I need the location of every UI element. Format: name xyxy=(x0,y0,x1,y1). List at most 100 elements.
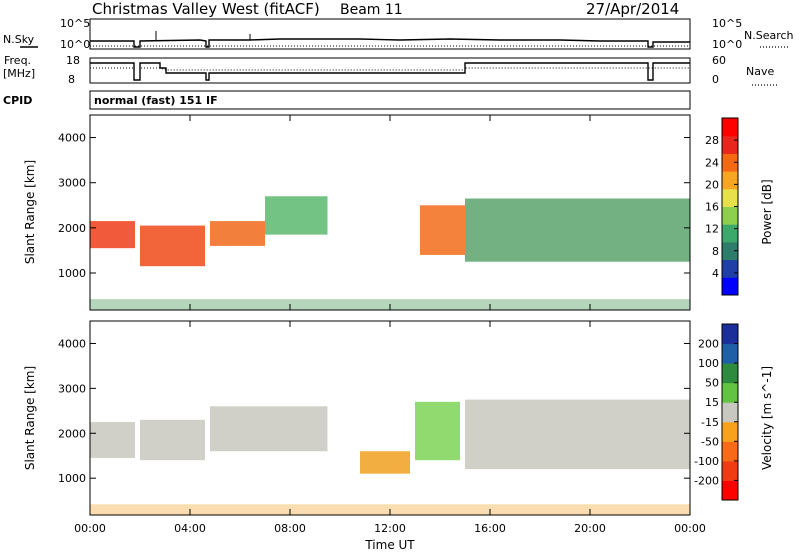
freq-unit-label: [MHz] xyxy=(3,67,35,80)
colorbar-segment xyxy=(722,480,738,501)
y-tick-label: 3000 xyxy=(58,382,86,395)
colorbar-tick-label: 4 xyxy=(712,267,719,280)
echo-band xyxy=(140,419,205,461)
colorbar-tick-label: -100 xyxy=(694,455,719,468)
nsky-tick-bottom: 10^0 xyxy=(60,38,90,51)
colorbar-segment xyxy=(722,188,738,207)
colorbar-segment xyxy=(722,460,738,481)
power-colorbar-label: Power [dB] xyxy=(760,179,774,244)
colorbar-segment xyxy=(722,241,738,261)
x-tick-label: 20:00 xyxy=(574,522,606,535)
colorbar-tick-label: 50 xyxy=(705,377,719,390)
colorbar-tick-label: 15 xyxy=(705,396,719,409)
echo-band xyxy=(140,225,205,267)
nsky-trace xyxy=(90,38,690,48)
nave-label: Nave xyxy=(746,65,774,78)
x-tick-label: 00:00 xyxy=(674,522,706,535)
velocity-y-axis: 1000 2000 3000 4000 xyxy=(58,337,690,485)
colorbar-segment xyxy=(722,277,738,296)
nave-tick-bottom: 0 xyxy=(712,73,719,86)
x-tick-label: 12:00 xyxy=(374,522,406,535)
velocity-colorbar-label: Velocity [m s^-1] xyxy=(760,366,774,470)
echo-band xyxy=(265,196,328,235)
y-tick-label: 4000 xyxy=(58,337,86,350)
echo-band xyxy=(210,406,328,452)
power-panel: 1000 2000 3000 4000 Slant Range [km] 28 24 20… xyxy=(23,114,774,311)
colorbar-tick-label: -200 xyxy=(694,474,719,487)
colorbar-segment xyxy=(722,206,738,225)
colorbar-segment xyxy=(722,421,738,442)
colorbar-segment xyxy=(722,382,738,403)
cpid-frame xyxy=(89,90,691,110)
colorbar-segment xyxy=(722,363,738,384)
power-y-axis: 1000 2000 3000 4000 xyxy=(58,132,690,280)
freq-tick-top: 18 xyxy=(66,54,80,67)
echo-band xyxy=(90,221,135,249)
nsky-tick-top: 10^5 xyxy=(60,17,90,30)
colorbar-tick-label: 100 xyxy=(698,357,719,370)
colorbar-segment xyxy=(722,441,738,462)
colorbar-segment xyxy=(722,402,738,423)
colorbar-segment xyxy=(722,259,738,278)
colorbar-tick-label: 200 xyxy=(698,338,719,351)
echo-band xyxy=(90,422,135,458)
cpid-value: normal (fast) 151 IF xyxy=(94,94,218,107)
colorbar-tick-label: -15 xyxy=(701,416,719,429)
x-tick-label: 08:00 xyxy=(274,522,306,535)
colorbar-segment xyxy=(722,153,738,172)
nsearch-label: N.Search xyxy=(744,29,794,42)
echo-band xyxy=(465,198,690,262)
colorbar-tick-label: 24 xyxy=(705,156,719,169)
colorbar-tick-label: 16 xyxy=(705,201,719,214)
nsearch-tick-top: 10^5 xyxy=(712,17,742,30)
velocity-colorbar: 200 100 50 15 -15 -50 -100 -200 xyxy=(694,323,739,501)
nave-tick-top: 60 xyxy=(712,54,726,67)
colorbar-tick-label: 12 xyxy=(705,223,719,236)
freq-label: Freq. xyxy=(4,54,31,67)
colorbar-segment xyxy=(722,224,738,243)
colorbar-segment xyxy=(722,118,738,137)
velocity-colorbar-label-text: Velocity [m s^-1] xyxy=(760,366,774,470)
y-tick-label: 4000 xyxy=(58,132,86,145)
x-tick-label: 00:00 xyxy=(74,522,106,535)
date-label: 27/Apr/2014 xyxy=(586,0,679,18)
echo-band xyxy=(420,205,465,255)
y-tick-label: 1000 xyxy=(58,472,86,485)
cpid-label: CPID xyxy=(3,94,32,107)
nsky-label: N.Sky xyxy=(3,33,35,46)
colorbar-frame xyxy=(721,323,739,501)
nsearch-tick-bottom: 10^0 xyxy=(712,38,742,51)
velocity-x-axis: 00:00 04:00 08:00 12:00 16:00 20:00 00:00 xyxy=(74,321,706,535)
power-colorbar: 28 24 20 16 12 8 4 xyxy=(705,117,739,296)
x-tick-label: 16:00 xyxy=(474,522,506,535)
freq-trace xyxy=(90,62,690,81)
nave-trace xyxy=(90,67,690,81)
colorbar-tick-label: 8 xyxy=(712,245,719,258)
echo-band xyxy=(415,401,460,461)
colorbar-tick-label: 20 xyxy=(705,178,719,191)
x-tick-label: 04:00 xyxy=(174,522,206,535)
power-x-ticks xyxy=(89,115,691,310)
velocity-panel: 1000 2000 3000 4000 00:00 04:00 08:00 12:00 16:… xyxy=(23,320,774,552)
echo-band xyxy=(360,451,410,474)
colorbar-segment xyxy=(722,135,738,154)
colorbar-segment xyxy=(722,343,738,364)
colorbar-tick-label: -50 xyxy=(701,435,719,448)
freq-tick-bottom: 8 xyxy=(68,73,75,86)
colorbar-tick-label: 28 xyxy=(705,134,719,147)
colorbar-segment xyxy=(722,171,738,190)
echo-band xyxy=(465,399,690,470)
x-axis-label: Time UT xyxy=(364,538,415,552)
nsky-strip-frame xyxy=(89,18,691,50)
echo-band xyxy=(210,221,265,246)
station-title: Christmas Valley West (fitACF) xyxy=(92,0,320,18)
colorbar-segment xyxy=(722,324,738,345)
y-tick-label: 1000 xyxy=(58,267,86,280)
y-tick-label: 2000 xyxy=(58,222,86,235)
y-tick-label: 2000 xyxy=(58,427,86,440)
beam-label: Beam 11 xyxy=(340,2,403,18)
velocity-ylabel: Slant Range [km] xyxy=(23,366,37,470)
power-ylabel: Slant Range [km] xyxy=(23,160,37,264)
freq-strip-frame xyxy=(89,57,691,84)
